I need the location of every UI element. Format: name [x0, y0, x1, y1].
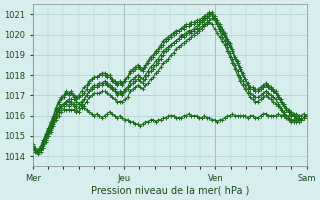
X-axis label: Pression niveau de la mer( hPa ): Pression niveau de la mer( hPa ): [91, 186, 249, 196]
